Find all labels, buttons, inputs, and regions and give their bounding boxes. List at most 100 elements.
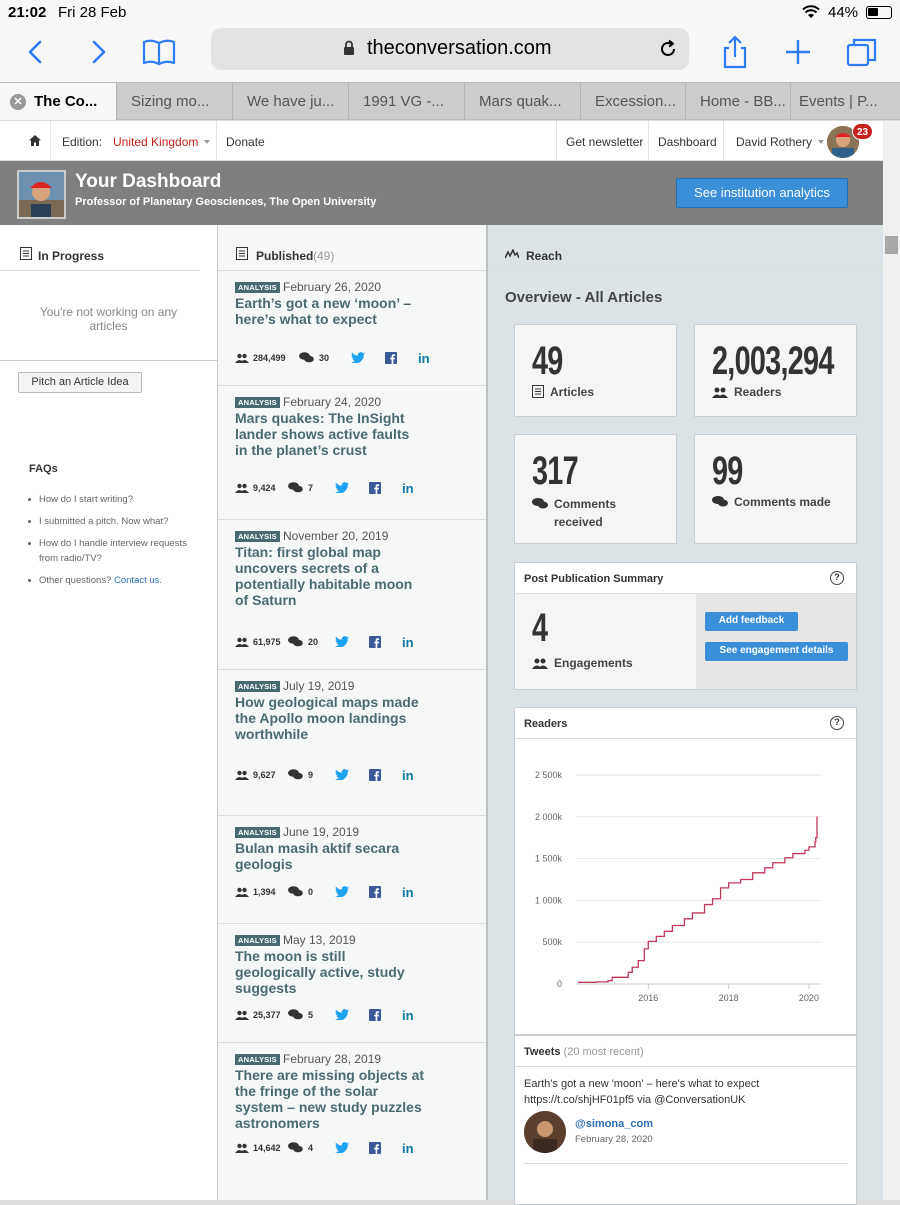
article-title[interactable]: There are missing objects at the fringe …	[235, 1067, 425, 1131]
article-card[interactable]: ANALYSIS November 20, 2019 Titan: first gl…	[218, 520, 486, 670]
address-bar[interactable]: theconversation.com	[211, 28, 689, 70]
article-type-badge: ANALYSIS	[235, 282, 280, 293]
article-card[interactable]: ANALYSIS February 24, 2020 Mars quakes: Th…	[218, 386, 486, 520]
x-tick-label: 2018	[719, 993, 739, 1003]
linkedin-icon[interactable]: in	[402, 768, 414, 783]
article-readers: 9,627	[253, 770, 276, 780]
twitter-icon[interactable]	[335, 1142, 349, 1153]
people-icon	[235, 353, 249, 363]
tweet-handle[interactable]: @simona_com	[575, 1118, 653, 1130]
edition-selector[interactable]: United Kingdom	[113, 135, 211, 149]
twitter-icon[interactable]	[351, 352, 365, 363]
scrollbar[interactable]	[883, 121, 900, 1200]
tab[interactable]: Home - BB...	[685, 83, 800, 120]
close-tab-icon[interactable]: ✕	[10, 94, 26, 110]
pitch-article-button[interactable]: Pitch an Article Idea	[18, 372, 142, 393]
linkedin-icon[interactable]: in	[402, 481, 414, 496]
tab[interactable]: Sizing mo...	[116, 83, 232, 120]
stat-card-comments-made: 99 Comments made	[694, 434, 857, 544]
article-comments: 9	[308, 770, 314, 780]
tab-active[interactable]: ✕ The Co...	[0, 83, 116, 120]
facebook-icon[interactable]	[369, 886, 381, 898]
user-menu[interactable]: David Rothery	[736, 135, 825, 149]
people-icon	[235, 483, 249, 493]
tab[interactable]: We have ju...	[232, 83, 348, 120]
forward-button[interactable]	[78, 32, 118, 72]
people-icon	[235, 770, 249, 780]
article-title[interactable]: Earth’s got a new ‘moon’ – here’s what t…	[235, 295, 412, 327]
tabs-overview-icon[interactable]	[842, 32, 882, 72]
tab[interactable]: Events | P...	[790, 83, 900, 120]
article-comments: 0	[308, 887, 314, 897]
donate-link[interactable]: Donate	[226, 135, 265, 149]
facebook-icon[interactable]	[369, 482, 381, 494]
help-icon[interactable]: ?	[830, 716, 844, 730]
battery-percent: 44%	[828, 4, 859, 21]
institution-analytics-button[interactable]: See institution analytics	[676, 178, 848, 208]
linkedin-icon[interactable]: in	[402, 1008, 414, 1023]
scrollbar-thumb[interactable]	[885, 236, 898, 254]
contact-link[interactable]: Contact us.	[114, 575, 163, 586]
article-card[interactable]: ANALYSIS February 28, 2019 There are missi…	[218, 1043, 486, 1203]
twitter-icon[interactable]	[335, 1009, 349, 1020]
tab[interactable]: Excession...	[580, 83, 696, 120]
y-tick-label: 0	[557, 979, 562, 989]
linkedin-icon[interactable]: in	[402, 885, 414, 900]
article-title[interactable]: How geological maps made the Apollo moon…	[235, 694, 419, 742]
article-card[interactable]: ANALYSIS May 13, 2019 The moon is still ge…	[218, 924, 486, 1043]
faq-item[interactable]: How do I start writing?	[28, 492, 208, 507]
article-title[interactable]: The moon is still geologically active, s…	[235, 948, 405, 996]
article-readers: 14,642	[253, 1143, 281, 1153]
clock: 21:02	[8, 4, 47, 21]
tab[interactable]: 1991 VG -...	[348, 83, 464, 120]
y-tick-label: 500k	[542, 937, 562, 947]
article-type-badge: ANALYSIS	[235, 397, 280, 408]
facebook-icon[interactable]	[369, 1009, 381, 1021]
in-progress-column: In Progress You're not working on any ar…	[0, 225, 218, 1200]
twitter-icon[interactable]	[335, 769, 349, 780]
tab[interactable]: Mars quak...	[464, 83, 580, 120]
home-icon[interactable]	[28, 134, 42, 147]
facebook-icon[interactable]	[385, 352, 397, 364]
url-text: theconversation.com	[367, 37, 552, 59]
back-button[interactable]	[16, 32, 56, 72]
article-date: February 24, 2020	[283, 395, 382, 409]
article-title[interactable]: Bulan masih aktif secara geologis	[235, 840, 400, 872]
twitter-icon[interactable]	[335, 636, 349, 647]
people-icon	[235, 637, 249, 647]
linkedin-icon[interactable]: in	[402, 1141, 414, 1156]
comments-icon	[288, 636, 303, 647]
share-icon[interactable]	[715, 32, 755, 72]
new-tab-icon[interactable]	[778, 32, 818, 72]
engagements-value: 4	[532, 606, 549, 650]
twitter-icon[interactable]	[335, 482, 349, 493]
faq-item[interactable]: How do I handle interview requests from …	[28, 536, 208, 566]
stat-card-articles: 49 Articles	[514, 324, 677, 417]
linkedin-icon[interactable]: in	[402, 635, 414, 650]
article-type-badge: ANALYSIS	[235, 827, 280, 838]
article-title[interactable]: Titan: first global map uncovers secrets…	[235, 544, 413, 608]
reach-column: Reach Overview - All Articles 49 Article…	[488, 225, 883, 1205]
newsletter-link[interactable]: Get newsletter	[566, 135, 644, 149]
notification-badge[interactable]: 23	[852, 123, 873, 140]
bookmarks-icon[interactable]	[139, 32, 179, 72]
people-icon	[532, 658, 548, 669]
dashboard-link[interactable]: Dashboard	[658, 135, 717, 149]
add-feedback-button[interactable]: Add feedback	[705, 612, 798, 631]
facebook-icon[interactable]	[369, 636, 381, 648]
y-tick-label: 2 000k	[535, 812, 563, 822]
linkedin-icon[interactable]: in	[418, 351, 430, 366]
help-icon[interactable]: ?	[830, 571, 844, 585]
faq-item[interactable]: I submitted a pitch. Now what?	[28, 514, 208, 529]
article-card[interactable]: ANALYSIS February 26, 2020 Earth’s got a n…	[218, 271, 486, 386]
facebook-icon[interactable]	[369, 1142, 381, 1154]
overview-title: Overview - All Articles	[505, 289, 663, 306]
engagement-details-button[interactable]: See engagement details	[705, 642, 848, 661]
article-card[interactable]: ANALYSIS July 19, 2019 How geological maps…	[218, 670, 486, 816]
article-card[interactable]: ANALYSIS June 19, 2019 Bulan masih aktif s…	[218, 816, 486, 924]
twitter-icon[interactable]	[335, 886, 349, 897]
reload-icon[interactable]	[657, 38, 679, 60]
article-title[interactable]: Mars quakes: The InSight lander shows ac…	[235, 410, 410, 458]
facebook-icon[interactable]	[369, 769, 381, 781]
article-type-badge: ANALYSIS	[235, 1054, 280, 1065]
